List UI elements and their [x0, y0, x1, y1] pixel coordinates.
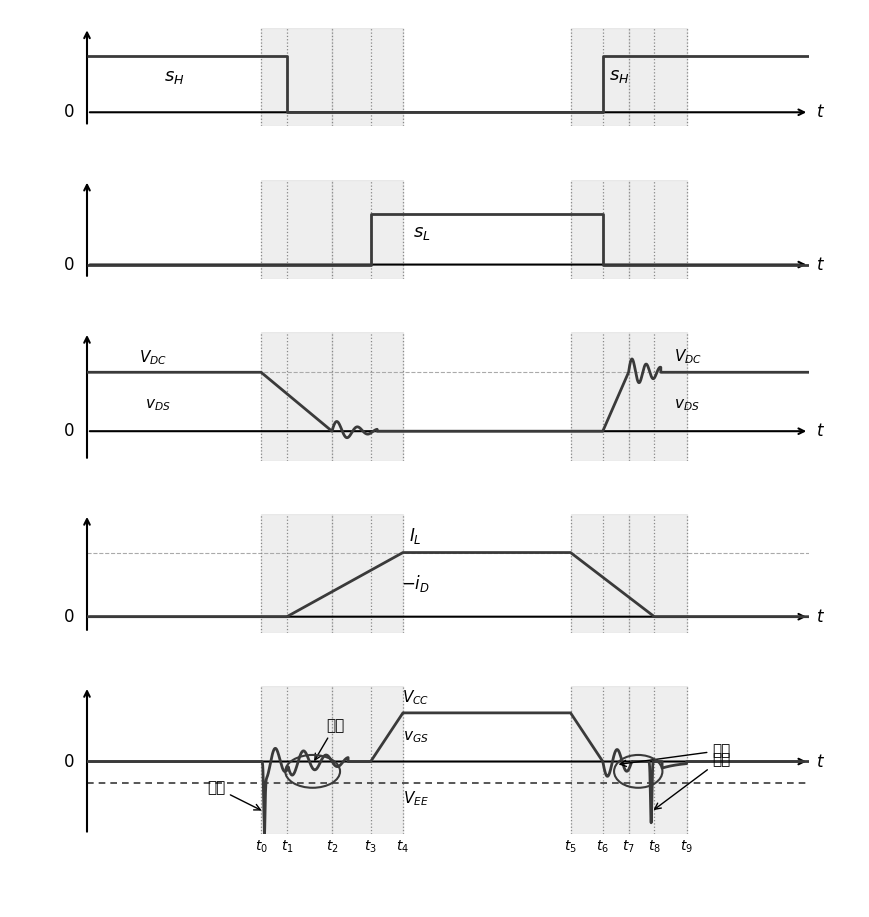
Text: 0: 0: [63, 422, 74, 440]
Bar: [627, 332, 686, 460]
Text: 尖峰: 尖峰: [207, 780, 260, 810]
Bar: [570, 514, 627, 633]
Bar: [332, 332, 402, 460]
Text: $t_7$: $t_7$: [621, 838, 634, 855]
Text: $V_{CC}$: $V_{CC}$: [401, 689, 429, 707]
Bar: [261, 332, 332, 460]
Bar: [570, 28, 627, 127]
Text: $t$: $t$: [814, 104, 824, 121]
Bar: [570, 332, 627, 460]
Text: $v_{DS}$: $v_{DS}$: [673, 397, 699, 413]
Text: 0: 0: [63, 608, 74, 625]
Text: $t_6$: $t_6$: [595, 838, 608, 855]
Text: $t$: $t$: [814, 422, 824, 440]
Text: $t_0$: $t_0$: [255, 838, 268, 855]
Text: 尖峰: 尖峰: [653, 752, 730, 810]
Text: $v_{GS}$: $v_{GS}$: [402, 729, 428, 745]
Text: $V_{DC}$: $V_{DC}$: [673, 348, 701, 366]
Text: $t_4$: $t_4$: [396, 838, 409, 855]
Bar: [627, 28, 686, 127]
Text: $t$: $t$: [814, 256, 824, 273]
Text: 振荡: 振荡: [315, 718, 344, 760]
Text: $t$: $t$: [814, 608, 824, 625]
Bar: [627, 514, 686, 633]
Text: 0: 0: [63, 256, 74, 273]
Bar: [261, 514, 332, 633]
Text: $v_{DS}$: $v_{DS}$: [145, 397, 170, 413]
Text: $I_L$: $I_L$: [409, 526, 421, 547]
Text: $-i_D$: $-i_D$: [401, 573, 430, 594]
Bar: [627, 686, 686, 834]
Text: $t_3$: $t_3$: [364, 838, 376, 855]
Text: $V_{DC}$: $V_{DC}$: [138, 348, 167, 367]
Bar: [332, 180, 402, 279]
Bar: [627, 180, 686, 279]
Text: $s_L$: $s_L$: [413, 224, 431, 242]
Text: $s_H$: $s_H$: [164, 68, 185, 86]
Text: $t_1$: $t_1$: [280, 838, 293, 855]
Bar: [332, 28, 402, 127]
Text: $t_8$: $t_8$: [647, 838, 660, 855]
Text: 0: 0: [63, 753, 74, 770]
Bar: [261, 180, 332, 279]
Text: $t_5$: $t_5$: [563, 838, 576, 855]
Text: $t_9$: $t_9$: [680, 838, 693, 855]
Bar: [261, 28, 332, 127]
Bar: [570, 180, 627, 279]
Bar: [570, 686, 627, 834]
Text: $V_{EE}$: $V_{EE}$: [402, 790, 428, 808]
Bar: [332, 686, 402, 834]
Text: $s_H$: $s_H$: [608, 67, 629, 84]
Bar: [261, 686, 332, 834]
Bar: [332, 514, 402, 633]
Text: 振荡: 振荡: [620, 743, 730, 767]
Text: 0: 0: [63, 104, 74, 121]
Text: $t_2$: $t_2$: [325, 838, 338, 855]
Text: $t$: $t$: [814, 753, 824, 770]
